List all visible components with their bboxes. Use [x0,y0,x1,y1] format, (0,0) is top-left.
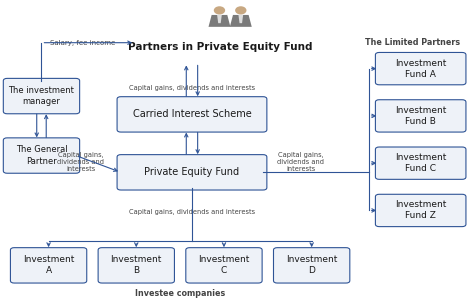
Text: Capital gains, dividends and interests: Capital gains, dividends and interests [129,209,255,215]
Text: Investment
Fund C: Investment Fund C [395,153,447,173]
Text: Investment
B: Investment B [110,255,162,275]
FancyBboxPatch shape [375,52,466,85]
Text: Capital gains,
dividends and
interests: Capital gains, dividends and interests [57,152,104,172]
Text: Investee companies: Investee companies [135,289,225,298]
Ellipse shape [235,6,246,14]
FancyBboxPatch shape [273,248,350,283]
FancyBboxPatch shape [10,248,87,283]
FancyBboxPatch shape [3,138,80,173]
Text: Investment
Fund A: Investment Fund A [395,59,447,79]
FancyBboxPatch shape [117,155,267,190]
Text: Investment
Fund Z: Investment Fund Z [395,200,447,221]
Text: Carried Interest Scheme: Carried Interest Scheme [133,109,251,119]
FancyBboxPatch shape [117,97,267,132]
Polygon shape [238,15,243,23]
Text: Investment
A: Investment A [23,255,74,275]
Text: The investment
manager: The investment manager [9,86,74,106]
FancyBboxPatch shape [98,248,174,283]
Polygon shape [209,15,230,27]
Polygon shape [217,15,222,23]
Text: The Limited Partners: The Limited Partners [365,38,460,47]
Text: Investment
D: Investment D [286,255,337,275]
Text: Investment
Fund B: Investment Fund B [395,106,447,126]
Ellipse shape [214,6,225,14]
FancyBboxPatch shape [375,147,466,179]
Text: Salary, fee income: Salary, fee income [50,40,116,46]
Text: Investment
C: Investment C [198,255,250,275]
Text: The General
Partner: The General Partner [16,145,67,166]
Polygon shape [230,15,252,27]
Text: Capital gains, dividends and interests: Capital gains, dividends and interests [129,85,255,92]
FancyBboxPatch shape [375,194,466,227]
Text: Private Equity Fund: Private Equity Fund [145,167,239,177]
FancyBboxPatch shape [3,78,80,114]
FancyBboxPatch shape [375,100,466,132]
Text: Partners in Private Equity Fund: Partners in Private Equity Fund [128,42,313,52]
Text: Capital gains,
dividends and
interests: Capital gains, dividends and interests [277,152,325,172]
FancyBboxPatch shape [186,248,262,283]
